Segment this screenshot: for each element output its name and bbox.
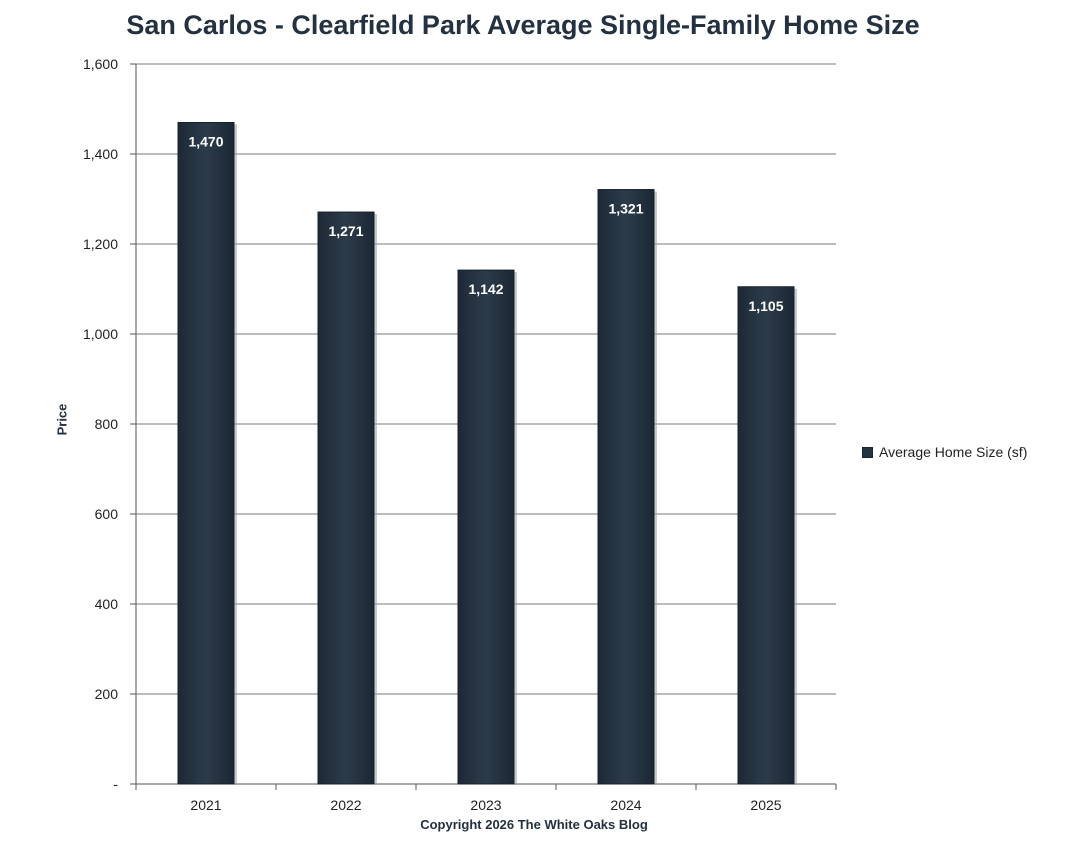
chart-title: San Carlos - Clearfield Park Average Sin… bbox=[126, 10, 920, 40]
y-tick-label: 1,000 bbox=[83, 326, 118, 342]
bar bbox=[737, 286, 795, 785]
y-tick-label: 400 bbox=[95, 596, 119, 612]
data-label: 1,142 bbox=[468, 281, 503, 297]
x-tick-label: 2023 bbox=[470, 797, 501, 813]
bars bbox=[177, 122, 797, 785]
y-tick-label: 800 bbox=[95, 416, 119, 432]
x-tick-label: 2025 bbox=[750, 797, 781, 813]
y-tick-label: 1,400 bbox=[83, 146, 118, 162]
legend: Average Home Size (sf) bbox=[862, 444, 1027, 460]
y-tick-label: 200 bbox=[95, 686, 119, 702]
bar bbox=[317, 211, 375, 785]
y-axis-label: Price bbox=[54, 403, 70, 436]
legend-swatch bbox=[862, 446, 873, 458]
y-tick-label: - bbox=[113, 776, 118, 792]
x-tick-label: 2024 bbox=[610, 797, 641, 813]
y-tick-label: 1,200 bbox=[83, 236, 118, 252]
data-label: 1,470 bbox=[188, 134, 223, 150]
x-tick-label: 2022 bbox=[330, 797, 361, 813]
bar bbox=[597, 189, 655, 785]
legend-label: Average Home Size (sf) bbox=[879, 444, 1028, 460]
y-tick-label: 1,600 bbox=[83, 56, 118, 72]
data-label: 1,105 bbox=[748, 298, 783, 314]
tick-labels: - 200 400 600 800 1,000 1,200 1,400 1,600 1,470 20… bbox=[83, 56, 784, 813]
data-label: 1,271 bbox=[328, 223, 363, 239]
x-tick-label: 2021 bbox=[190, 797, 221, 813]
bar bbox=[177, 122, 235, 785]
data-label: 1,321 bbox=[608, 201, 643, 217]
y-tick-label: 600 bbox=[95, 506, 119, 522]
bar bbox=[457, 269, 515, 785]
x-axis-caption: Copyright 2026 The White Oaks Blog bbox=[420, 817, 648, 832]
